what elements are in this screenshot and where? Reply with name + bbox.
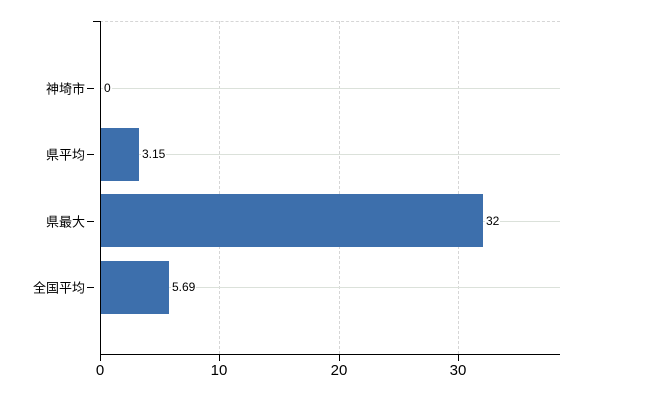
category-label: 県平均 — [45, 147, 85, 163]
bar — [101, 194, 483, 247]
value-label: 32 — [485, 214, 501, 228]
y-axis-end-tick — [93, 21, 100, 22]
x-axis — [100, 354, 560, 355]
x-tick — [458, 355, 459, 361]
x-tick-label: 30 — [449, 362, 467, 379]
category-label: 県最大 — [45, 214, 85, 230]
category-label: 全国平均 — [32, 280, 85, 296]
plot-top-border — [100, 21, 560, 22]
category-tick — [87, 88, 94, 89]
h-gridline — [100, 88, 560, 89]
y-axis — [100, 21, 101, 355]
category-label: 神埼市 — [45, 81, 85, 97]
h-gridline — [100, 287, 560, 288]
x-tick-label: 10 — [210, 362, 228, 379]
x-tick-label: 20 — [330, 362, 348, 379]
v-gridline — [219, 21, 221, 354]
value-label: 5.69 — [171, 280, 197, 294]
category-tick — [87, 154, 94, 155]
h-gridline — [100, 154, 560, 155]
x-tick-label: 0 — [95, 362, 105, 379]
x-tick — [219, 355, 220, 361]
category-tick — [87, 287, 94, 288]
value-label: 0 — [103, 81, 112, 95]
v-gridline — [458, 21, 460, 354]
x-tick — [100, 355, 101, 361]
bar — [101, 128, 139, 181]
value-label: 3.15 — [141, 147, 167, 161]
category-tick — [87, 221, 94, 222]
x-tick — [339, 355, 340, 361]
bar — [101, 261, 169, 314]
v-gridline — [338, 21, 340, 354]
